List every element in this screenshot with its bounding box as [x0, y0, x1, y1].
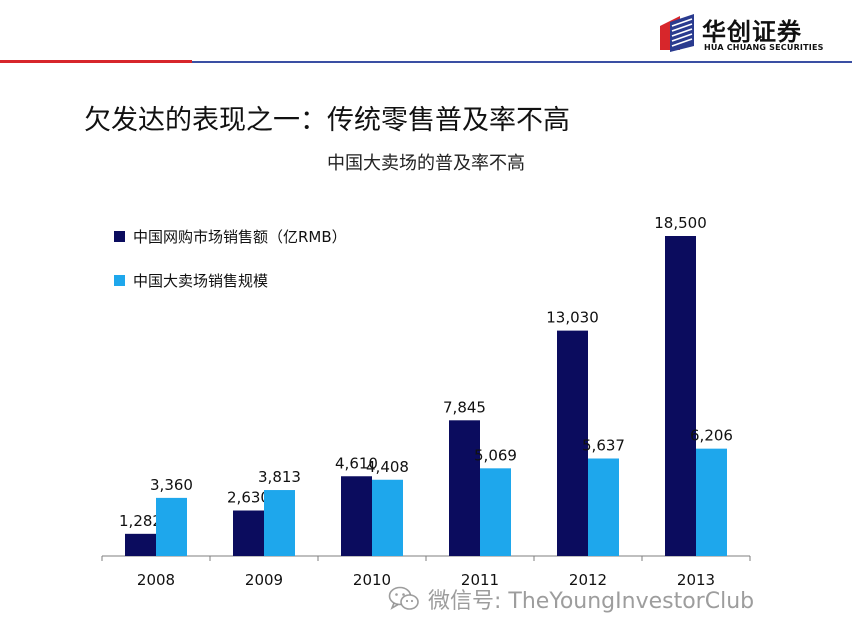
- x-tick-label-2013: 2013: [677, 571, 715, 589]
- x-tick-label-2010: 2010: [353, 571, 391, 589]
- data-label-hypermarket-2011: 5,069: [474, 446, 517, 464]
- watermark: 微信号: TheYoungInvestorClub: [388, 583, 754, 615]
- legend-item-online: 中国网购市场销售额（亿RMB）: [114, 226, 347, 247]
- bar-hypermarket-2008: [156, 497, 187, 556]
- legend-swatch-online: [114, 231, 125, 242]
- x-tick-label-2008: 2008: [137, 571, 175, 589]
- bar-online-2012: [557, 330, 588, 556]
- x-tick-label-2012: 2012: [569, 571, 607, 589]
- slide-title: 欠发达的表现之一：传统零售普及率不高: [84, 105, 570, 136]
- wechat-icon: [388, 586, 419, 610]
- data-label-online-2009: 2,630: [227, 489, 270, 507]
- header-rule-blue: [192, 61, 852, 63]
- watermark-text: 微信号: TheYoungInvestorClub: [428, 589, 755, 614]
- bar-online-2010: [341, 476, 372, 556]
- data-label-online-2012: 13,030: [546, 309, 599, 327]
- chart-title: 中国大卖场的普及率不高: [327, 153, 525, 174]
- legend-item-hypermarket: 中国大卖场销售规模: [114, 270, 268, 291]
- bar-online-2008: [125, 533, 156, 556]
- data-label-online-2010: 4,610: [335, 454, 378, 472]
- bar-online-2013: [665, 236, 696, 556]
- bar-online-2009: [233, 510, 264, 556]
- data-label-online-2008: 1,282: [119, 512, 162, 530]
- data-label-online-2011: 7,845: [443, 398, 486, 416]
- bar-hypermarket-2011: [480, 468, 511, 556]
- logo-english-name: HUA CHUANG SECURITIES: [704, 43, 824, 52]
- data-label-online-2013: 18,500: [654, 214, 707, 232]
- data-label-hypermarket-2012: 5,637: [582, 436, 625, 454]
- data-label-hypermarket-2009: 3,813: [258, 468, 301, 486]
- bar-hypermarket-2012: [588, 458, 619, 556]
- data-label-hypermarket-2008: 3,360: [150, 476, 193, 494]
- bar-hypermarket-2013: [696, 448, 727, 556]
- company-logo: 华创证券 HUA CHUANG SECURITIES: [656, 10, 846, 56]
- legend-label-hypermarket: 中国大卖场销售规模: [133, 272, 269, 290]
- legend-label-online: 中国网购市场销售额（亿RMB）: [133, 228, 347, 246]
- data-label-hypermarket-2013: 6,206: [690, 427, 733, 445]
- x-tick-label-2011: 2011: [461, 571, 499, 589]
- bar-hypermarket-2010: [372, 479, 403, 556]
- header-rule-red: [0, 60, 192, 63]
- legend-swatch-hypermarket: [114, 275, 125, 286]
- data-label-hypermarket-2010: 4,408: [366, 458, 409, 476]
- bar-hypermarket-2009: [264, 490, 295, 556]
- logo-chinese-name: 华创证券: [702, 18, 802, 46]
- logo-mark-icon: [660, 14, 694, 52]
- bar-online-2011: [449, 420, 480, 556]
- x-tick-label-2009: 2009: [245, 571, 283, 589]
